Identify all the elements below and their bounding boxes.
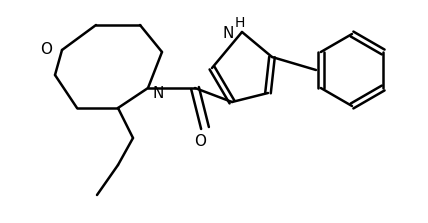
Text: O: O	[40, 43, 52, 58]
Text: O: O	[194, 134, 206, 149]
Text: H: H	[235, 16, 245, 30]
Text: N: N	[153, 87, 164, 101]
Text: N: N	[223, 25, 234, 41]
